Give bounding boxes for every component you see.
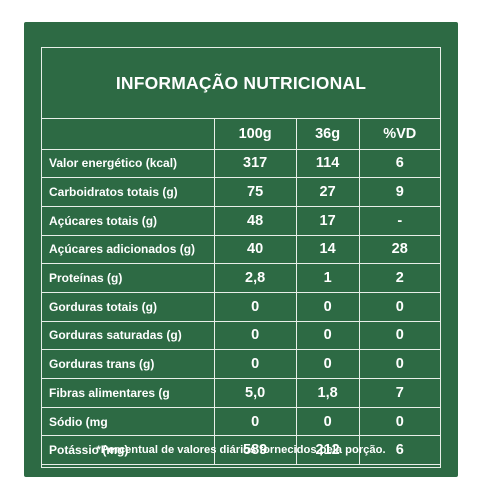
table-row: Gorduras saturadas (g) 0 0 0 bbox=[42, 321, 440, 351]
value-36g: 114 bbox=[295, 149, 359, 179]
footnote: *Percentual de valores diários fornecido… bbox=[96, 444, 386, 456]
value-36g: 212 bbox=[295, 435, 359, 466]
value-100g: 48 bbox=[213, 206, 297, 236]
header-row: 100g 36g %VD bbox=[42, 119, 440, 150]
nutrition-title: INFORMAÇÃO NUTRICIONAL bbox=[42, 48, 440, 119]
row-label: Proteínas (g) bbox=[42, 263, 214, 293]
value-100g: 0 bbox=[213, 349, 297, 379]
value-36g: 1,8 bbox=[295, 378, 359, 408]
value-100g: 2,8 bbox=[213, 263, 297, 293]
value-36g: 0 bbox=[295, 321, 359, 351]
value-100g: 589 bbox=[213, 435, 297, 466]
row-label: Carboidratos totais (g) bbox=[42, 177, 214, 207]
nutrition-table-frame: INFORMAÇÃO NUTRICIONAL 100g 36g %VD Valo… bbox=[41, 47, 441, 468]
table-row: Açúcares totais (g) 48 17- bbox=[42, 206, 440, 236]
header-blank-cell bbox=[42, 119, 214, 150]
value-vd: 0 bbox=[358, 292, 440, 322]
table-row: Potássio (mg) 589 212 6 bbox=[42, 435, 440, 466]
value-36g: 27 bbox=[295, 177, 359, 207]
value-vd: 6 bbox=[358, 149, 440, 179]
value-100g: 317 bbox=[213, 149, 297, 179]
table-row: Gorduras totais (g) 0 0 0 bbox=[42, 292, 440, 322]
row-label: Sódio (mg bbox=[42, 407, 214, 437]
row-label: Potássio (mg) bbox=[42, 435, 214, 466]
row-label: Açúcares adicionados (g) bbox=[42, 235, 214, 265]
nutrition-rows: Valor energético (kcal) 317 114 6 Carboidrat… bbox=[42, 149, 440, 466]
value-100g: 5,0 bbox=[213, 378, 297, 408]
value-vd: 0 bbox=[358, 321, 440, 351]
value-100g: 40 bbox=[213, 235, 297, 265]
value-vd: 7 bbox=[358, 378, 440, 408]
nutrition-panel: INFORMAÇÃO NUTRICIONAL 100g 36g %VD Valo… bbox=[24, 22, 458, 477]
row-label: Gorduras trans (g) bbox=[42, 349, 214, 379]
value-vd: 0 bbox=[358, 349, 440, 379]
value-36g: 14 bbox=[295, 235, 359, 265]
value-100g: 75 bbox=[213, 177, 297, 207]
row-label: Gorduras saturadas (g) bbox=[42, 321, 214, 351]
table-row: Fibras alimentares (g 5,0 1,8 7 bbox=[42, 378, 440, 408]
nutrition-table: 100g 36g %VD Valor energético (kcal) 317 1… bbox=[42, 119, 440, 466]
value-vd: 28 bbox=[358, 235, 440, 265]
table-row: Carboidratos totais (g) 75 27 9 bbox=[42, 177, 440, 207]
value-vd: - bbox=[358, 206, 440, 236]
table-row: Açúcares adicionados (g) 40 14 28 bbox=[42, 235, 440, 265]
table-row: Proteínas (g) 2,8 1 2 bbox=[42, 263, 440, 293]
value-36g: 1 bbox=[295, 263, 359, 293]
row-label: Açúcares totais (g) bbox=[42, 206, 214, 236]
value-100g: 0 bbox=[213, 407, 297, 437]
header-100g: 100g bbox=[213, 119, 297, 150]
value-vd: 6 bbox=[358, 435, 440, 466]
header-36g: 36g bbox=[295, 119, 359, 150]
value-vd: 0 bbox=[358, 407, 440, 437]
table-row: Sódio (mg 0 0 0 bbox=[42, 407, 440, 437]
row-label: Gorduras totais (g) bbox=[42, 292, 214, 322]
row-label: Fibras alimentares (g bbox=[42, 378, 214, 408]
row-label: Valor energético (kcal) bbox=[42, 149, 214, 179]
value-36g: 0 bbox=[295, 407, 359, 437]
value-vd: 9 bbox=[358, 177, 440, 207]
table-row: Valor energético (kcal) 317 114 6 bbox=[42, 149, 440, 179]
value-36g: 0 bbox=[295, 292, 359, 322]
value-36g: 17 bbox=[295, 206, 359, 236]
value-36g: 0 bbox=[295, 349, 359, 379]
value-100g: 0 bbox=[213, 292, 297, 322]
header-vd: %VD bbox=[358, 119, 440, 150]
table-row: Gorduras trans (g) 0 0 0 bbox=[42, 349, 440, 379]
value-vd: 2 bbox=[358, 263, 440, 293]
value-100g: 0 bbox=[213, 321, 297, 351]
